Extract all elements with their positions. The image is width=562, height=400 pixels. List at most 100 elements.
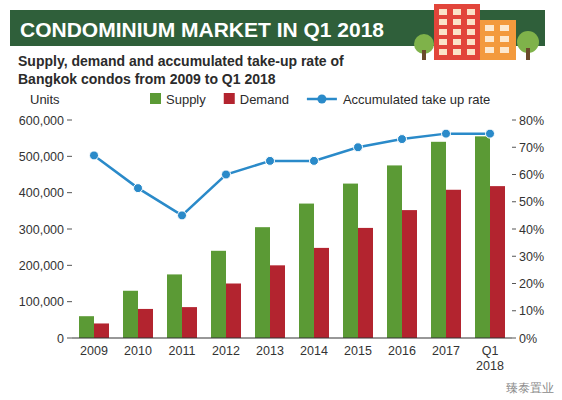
- subtitle-line: Supply, demand and accumulated take-up r…: [18, 53, 344, 69]
- x-tick-line: 2018: [476, 359, 504, 373]
- tick-mark: [512, 283, 516, 284]
- y-tick-label: 400,000: [19, 186, 64, 200]
- x-tick-line: 2014: [300, 344, 328, 358]
- marker: [178, 211, 187, 220]
- y2-tick-label: 30%: [519, 250, 544, 264]
- bar: [211, 251, 226, 338]
- legend-label: Accumulated take up rate: [343, 92, 490, 107]
- window: [485, 25, 494, 31]
- x-tick-label: 2009: [80, 344, 108, 358]
- x-tick-label: 2016: [388, 344, 416, 358]
- window: [467, 49, 475, 55]
- tick-mark: [512, 174, 516, 175]
- marker: [354, 143, 363, 152]
- y-tick-label: 500,000: [19, 150, 64, 164]
- legend-label: Supply: [166, 92, 206, 107]
- line: [94, 134, 490, 216]
- marker: [442, 129, 451, 138]
- bar: [182, 307, 197, 338]
- window: [485, 36, 494, 42]
- window: [485, 47, 494, 53]
- bar: [490, 186, 505, 338]
- tick-mark: [512, 229, 516, 230]
- bar: [123, 291, 138, 338]
- x-tick-line: 2009: [80, 344, 108, 358]
- bar: [358, 228, 373, 338]
- tick-mark: [67, 156, 72, 157]
- y-tick-label: 600,000: [19, 114, 64, 128]
- y-tick-label: 200,000: [19, 259, 64, 273]
- x-axis: [72, 337, 512, 338]
- window: [453, 39, 461, 45]
- x-tick-line: Q1: [482, 344, 499, 358]
- y2-tick-label: 40%: [519, 223, 544, 237]
- illustration: [414, 4, 539, 60]
- window: [439, 19, 447, 25]
- x-tick-label: 2013: [256, 344, 284, 358]
- window: [500, 25, 509, 31]
- window: [439, 39, 447, 45]
- x-tick-label: 2012: [212, 344, 240, 358]
- tree-trunk: [422, 50, 426, 60]
- bar: [446, 190, 461, 338]
- title: CONDOMINIUM MARKET IN Q1 2018: [20, 18, 384, 41]
- legend-label: Demand: [240, 92, 289, 107]
- bar: [343, 184, 358, 338]
- tick-mark: [512, 256, 516, 257]
- tick-mark: [512, 147, 516, 148]
- y2-tick-label: 50%: [519, 195, 544, 209]
- window: [453, 29, 461, 35]
- tick-mark: [512, 120, 516, 121]
- tick-mark: [67, 229, 72, 230]
- bar: [94, 323, 109, 338]
- x-tick-line: 2012: [212, 344, 240, 358]
- y2-tick-label: 10%: [519, 304, 544, 318]
- x-tick-label: 2014: [300, 344, 328, 358]
- marker: [266, 156, 275, 165]
- building: [480, 20, 516, 60]
- y2-tick-label: 80%: [519, 114, 544, 128]
- chart: CONDOMINIUM MARKET IN Q1 2018 Supply, dem…: [0, 0, 562, 400]
- marks: [79, 129, 505, 338]
- bar: [475, 136, 490, 338]
- window: [467, 39, 475, 45]
- y-tick-label: 100,000: [19, 295, 64, 309]
- window: [439, 49, 447, 55]
- x-tick-label: 2011: [169, 344, 196, 358]
- bar: [79, 316, 94, 338]
- building: [434, 4, 480, 60]
- x-tick-line: 2013: [256, 344, 284, 358]
- marker: [486, 129, 495, 138]
- bar: [226, 284, 241, 339]
- legend-swatch: [224, 93, 235, 104]
- marker: [90, 151, 99, 160]
- marker: [398, 135, 407, 144]
- bar: [138, 309, 153, 338]
- bar: [402, 210, 417, 338]
- tick-mark: [67, 265, 72, 266]
- subtitle-line: Bangkok condos from 2009 to Q1 2018: [18, 71, 276, 87]
- watermark: 臻泰置业: [506, 381, 554, 395]
- subtitle: Supply, demand and accumulated take-up r…: [18, 53, 344, 87]
- tick-mark: [67, 338, 72, 339]
- y2-tick-label: 20%: [519, 277, 544, 291]
- window: [500, 36, 509, 42]
- marker: [222, 170, 231, 179]
- bar: [314, 248, 329, 338]
- x-tick-line: 2016: [388, 344, 416, 358]
- y-tick-label: 0: [57, 332, 64, 346]
- x-tick-line: 2010: [124, 344, 152, 358]
- marker: [310, 156, 319, 165]
- marker: [134, 184, 143, 193]
- window: [439, 29, 447, 35]
- bar: [299, 204, 314, 338]
- x-tick-label: Q12018: [476, 344, 504, 373]
- window: [467, 9, 475, 15]
- tick-mark: [512, 310, 516, 311]
- tick-mark: [512, 338, 516, 339]
- x-tick-label: 2015: [344, 344, 372, 358]
- legend-swatch: [150, 93, 161, 104]
- y2-tick-label: 60%: [519, 168, 544, 182]
- y2-tick-label: 0%: [519, 332, 537, 346]
- window: [453, 9, 461, 15]
